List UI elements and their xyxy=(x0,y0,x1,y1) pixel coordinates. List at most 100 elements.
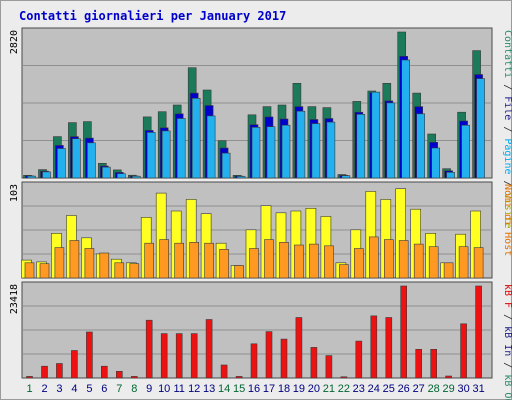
bar-kb-f-10 xyxy=(160,333,168,379)
day-label-2: 2 xyxy=(41,383,47,395)
bar-nomi-di-host-30 xyxy=(458,246,469,279)
day-label-8: 8 xyxy=(131,383,137,395)
bar-nomi-di-host-7 xyxy=(114,262,125,279)
day-label-16: 16 xyxy=(248,383,260,395)
bar-pagine-28 xyxy=(431,147,441,179)
legend-text-3-1: kB F xyxy=(502,284,512,308)
day-label-30: 30 xyxy=(457,383,469,395)
legend-text-3-4: / xyxy=(502,356,512,374)
bar-pagine-13 xyxy=(206,115,216,179)
legend-text-3-5: kB Out xyxy=(502,374,512,400)
bar-nomi-di-host-18 xyxy=(279,242,289,279)
bar-nomi-di-host-5 xyxy=(84,248,95,279)
bar-nomi-di-host-23 xyxy=(353,248,364,279)
day-label-9: 9 xyxy=(146,383,152,395)
bar-pagine-19 xyxy=(296,110,306,179)
day-label-26: 26 xyxy=(398,383,410,395)
bar-kb-f-23 xyxy=(355,340,363,379)
right-legend-2: Nomi di Host xyxy=(502,184,512,256)
bar-kb-f-19 xyxy=(295,317,303,379)
bar-kb-f-2 xyxy=(41,365,48,379)
day-label-24: 24 xyxy=(368,383,380,395)
y-max-label-3: 23418 xyxy=(9,284,20,314)
day-label-28: 28 xyxy=(428,383,440,395)
bar-nomi-di-host-11 xyxy=(174,242,184,279)
right-legend-3: kB F / kB In / kB Out xyxy=(502,284,512,400)
right-legend-1: Contatti / File / Pagine / Visite xyxy=(502,30,512,229)
bar-pagine-15 xyxy=(236,176,246,179)
bar-kb-f-5 xyxy=(86,331,93,379)
day-label-18: 18 xyxy=(278,383,290,395)
bar-pagine-7 xyxy=(117,173,126,179)
legend-text-1-1: Contatti xyxy=(502,30,512,78)
day-label-4: 4 xyxy=(71,383,77,395)
bar-pagine-22 xyxy=(341,175,351,179)
bar-kb-f-8 xyxy=(131,376,138,379)
bar-pagine-30 xyxy=(461,124,470,179)
bar-pagine-26 xyxy=(401,59,411,179)
legend-text-1-5: Pagine xyxy=(502,138,512,174)
bar-nomi-di-host-10 xyxy=(159,239,169,279)
bar-nomi-di-host-2 xyxy=(39,263,50,279)
bar-kb-f-27 xyxy=(415,348,423,379)
day-label-23: 23 xyxy=(353,383,365,395)
legend-text-1-3: File xyxy=(502,96,512,120)
bar-kb-f-7 xyxy=(116,370,123,379)
bar-pagine-11 xyxy=(176,118,186,179)
bar-nomi-di-host-4 xyxy=(69,240,80,279)
bar-kb-f-11 xyxy=(175,333,183,379)
day-label-19: 19 xyxy=(293,383,305,395)
y-max-label-2: 103 xyxy=(9,184,20,202)
bar-nomi-di-host-24 xyxy=(368,236,379,279)
bar-kb-f-13 xyxy=(205,319,213,379)
bar-kb-f-28 xyxy=(430,348,438,379)
bar-pagine-3 xyxy=(57,148,66,179)
bar-nomi-di-host-9 xyxy=(144,242,154,279)
bar-nomi-di-host-25 xyxy=(383,239,394,279)
bar-nomi-di-host-1 xyxy=(24,262,35,279)
bar-pagine-9 xyxy=(146,132,156,179)
legend-text-2-1: Nomi di Host xyxy=(502,184,512,256)
bar-nomi-di-host-6 xyxy=(99,252,110,279)
bar-kb-f-30 xyxy=(460,323,467,379)
bar-kb-f-15 xyxy=(235,376,243,379)
bar-pagine-14 xyxy=(221,152,231,179)
bar-pagine-20 xyxy=(311,123,321,179)
day-label-11: 11 xyxy=(173,383,184,395)
day-label-12: 12 xyxy=(188,383,200,395)
bar-pagine-2 xyxy=(42,171,51,179)
bar-nomi-di-host-21 xyxy=(324,245,334,279)
day-label-5: 5 xyxy=(86,383,92,395)
bar-nomi-di-host-12 xyxy=(189,242,199,279)
bar-kb-f-29 xyxy=(445,375,452,379)
bar-kb-f-18 xyxy=(280,338,288,379)
bar-nomi-di-host-14 xyxy=(219,249,229,279)
bar-kb-f-20 xyxy=(310,347,318,379)
day-label-17: 17 xyxy=(263,383,275,395)
bar-pagine-24 xyxy=(371,91,381,179)
bar-pagine-17 xyxy=(266,126,276,179)
bar-kb-f-24 xyxy=(370,315,378,379)
bar-kb-f-14 xyxy=(220,364,228,379)
y-max-label-1: 2820 xyxy=(9,30,20,54)
bar-pagine-8 xyxy=(132,175,141,179)
bar-pagine-31 xyxy=(476,78,485,179)
day-label-29: 29 xyxy=(442,383,454,395)
page-title: Contatti giornalieri per January 2017 xyxy=(19,9,287,23)
bar-pagine-23 xyxy=(356,114,366,179)
bar-nomi-di-host-26 xyxy=(398,240,409,279)
bar-nomi-di-host-15 xyxy=(234,265,244,279)
bar-kb-f-31 xyxy=(475,285,482,379)
bar-nomi-di-host-27 xyxy=(413,243,424,279)
bar-kb-f-26 xyxy=(400,285,408,379)
day-label-15: 15 xyxy=(233,383,245,395)
bar-pagine-25 xyxy=(386,102,396,179)
day-label-10: 10 xyxy=(158,383,170,395)
bar-kb-f-17 xyxy=(265,331,273,379)
legend-text-1-4: / xyxy=(502,120,512,138)
bar-pagine-16 xyxy=(251,127,261,179)
bar-kb-f-4 xyxy=(71,350,78,379)
bar-pagine-21 xyxy=(326,121,336,179)
bar-nomi-di-host-22 xyxy=(339,264,349,279)
